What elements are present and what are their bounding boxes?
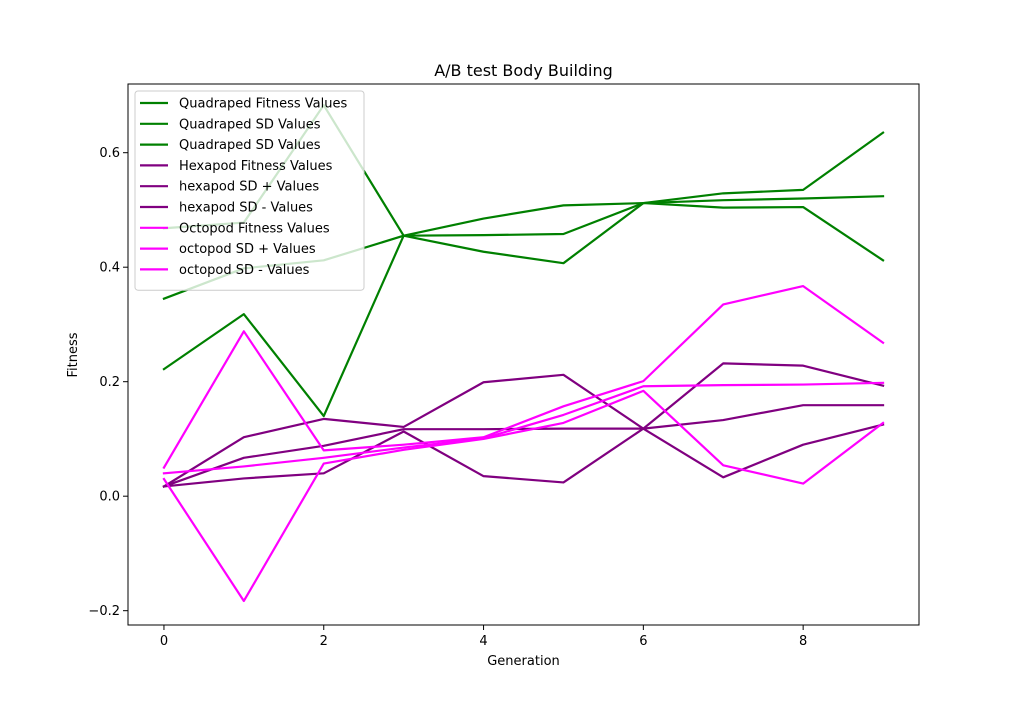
series-line-4	[162, 362, 885, 488]
legend-entry-label: octopod SD - Values	[179, 263, 310, 278]
legend-entry-label: Quadraped Fitness Values	[179, 97, 347, 112]
series-line-3	[162, 404, 885, 488]
legend-entry-label: hexapod SD + Values	[179, 180, 319, 195]
x-tick-label: 6	[639, 634, 647, 649]
legend-entry-label: hexapod SD - Values	[179, 201, 313, 216]
legend: Quadraped Fitness Values Quadraped SD Val…	[134, 90, 365, 291]
legend-entry-label: Hexapod Fitness Values	[179, 159, 333, 174]
x-tick-label: 2	[320, 634, 328, 649]
y-tick-label: 0.4	[99, 261, 120, 276]
x-axis: 0 2 4 6 8	[160, 625, 807, 649]
chart-title: A/B test Body Building	[434, 61, 613, 80]
x-tick-label: 0	[160, 634, 168, 649]
series-line-5	[162, 423, 885, 488]
series-line-2	[162, 201, 885, 418]
y-axis-label: Fitness	[66, 332, 81, 377]
legend-entry-label: Quadraped SD Values	[179, 117, 321, 132]
y-tick-label: −0.2	[88, 604, 120, 619]
series-line-6	[162, 381, 885, 475]
series-line-7	[162, 284, 885, 470]
y-tick-label: 0.2	[99, 375, 120, 390]
x-tick-label: 8	[799, 634, 807, 649]
legend-entry-label: octopod SD + Values	[179, 242, 316, 257]
y-tick-label: 0.6	[99, 146, 120, 161]
legend-box	[134, 90, 365, 291]
x-axis-label: Generation	[487, 654, 560, 669]
x-tick-label: 4	[479, 634, 487, 649]
series-line-8	[162, 389, 885, 603]
y-tick-label: 0.0	[99, 490, 120, 505]
legend-entry-label: Octopod Fitness Values	[179, 221, 330, 236]
y-axis: −0.2 0.0 0.2 0.4 0.6	[88, 146, 128, 619]
plot-frame	[127, 83, 920, 626]
legend-entry-label: Quadraped SD Values	[179, 138, 321, 153]
